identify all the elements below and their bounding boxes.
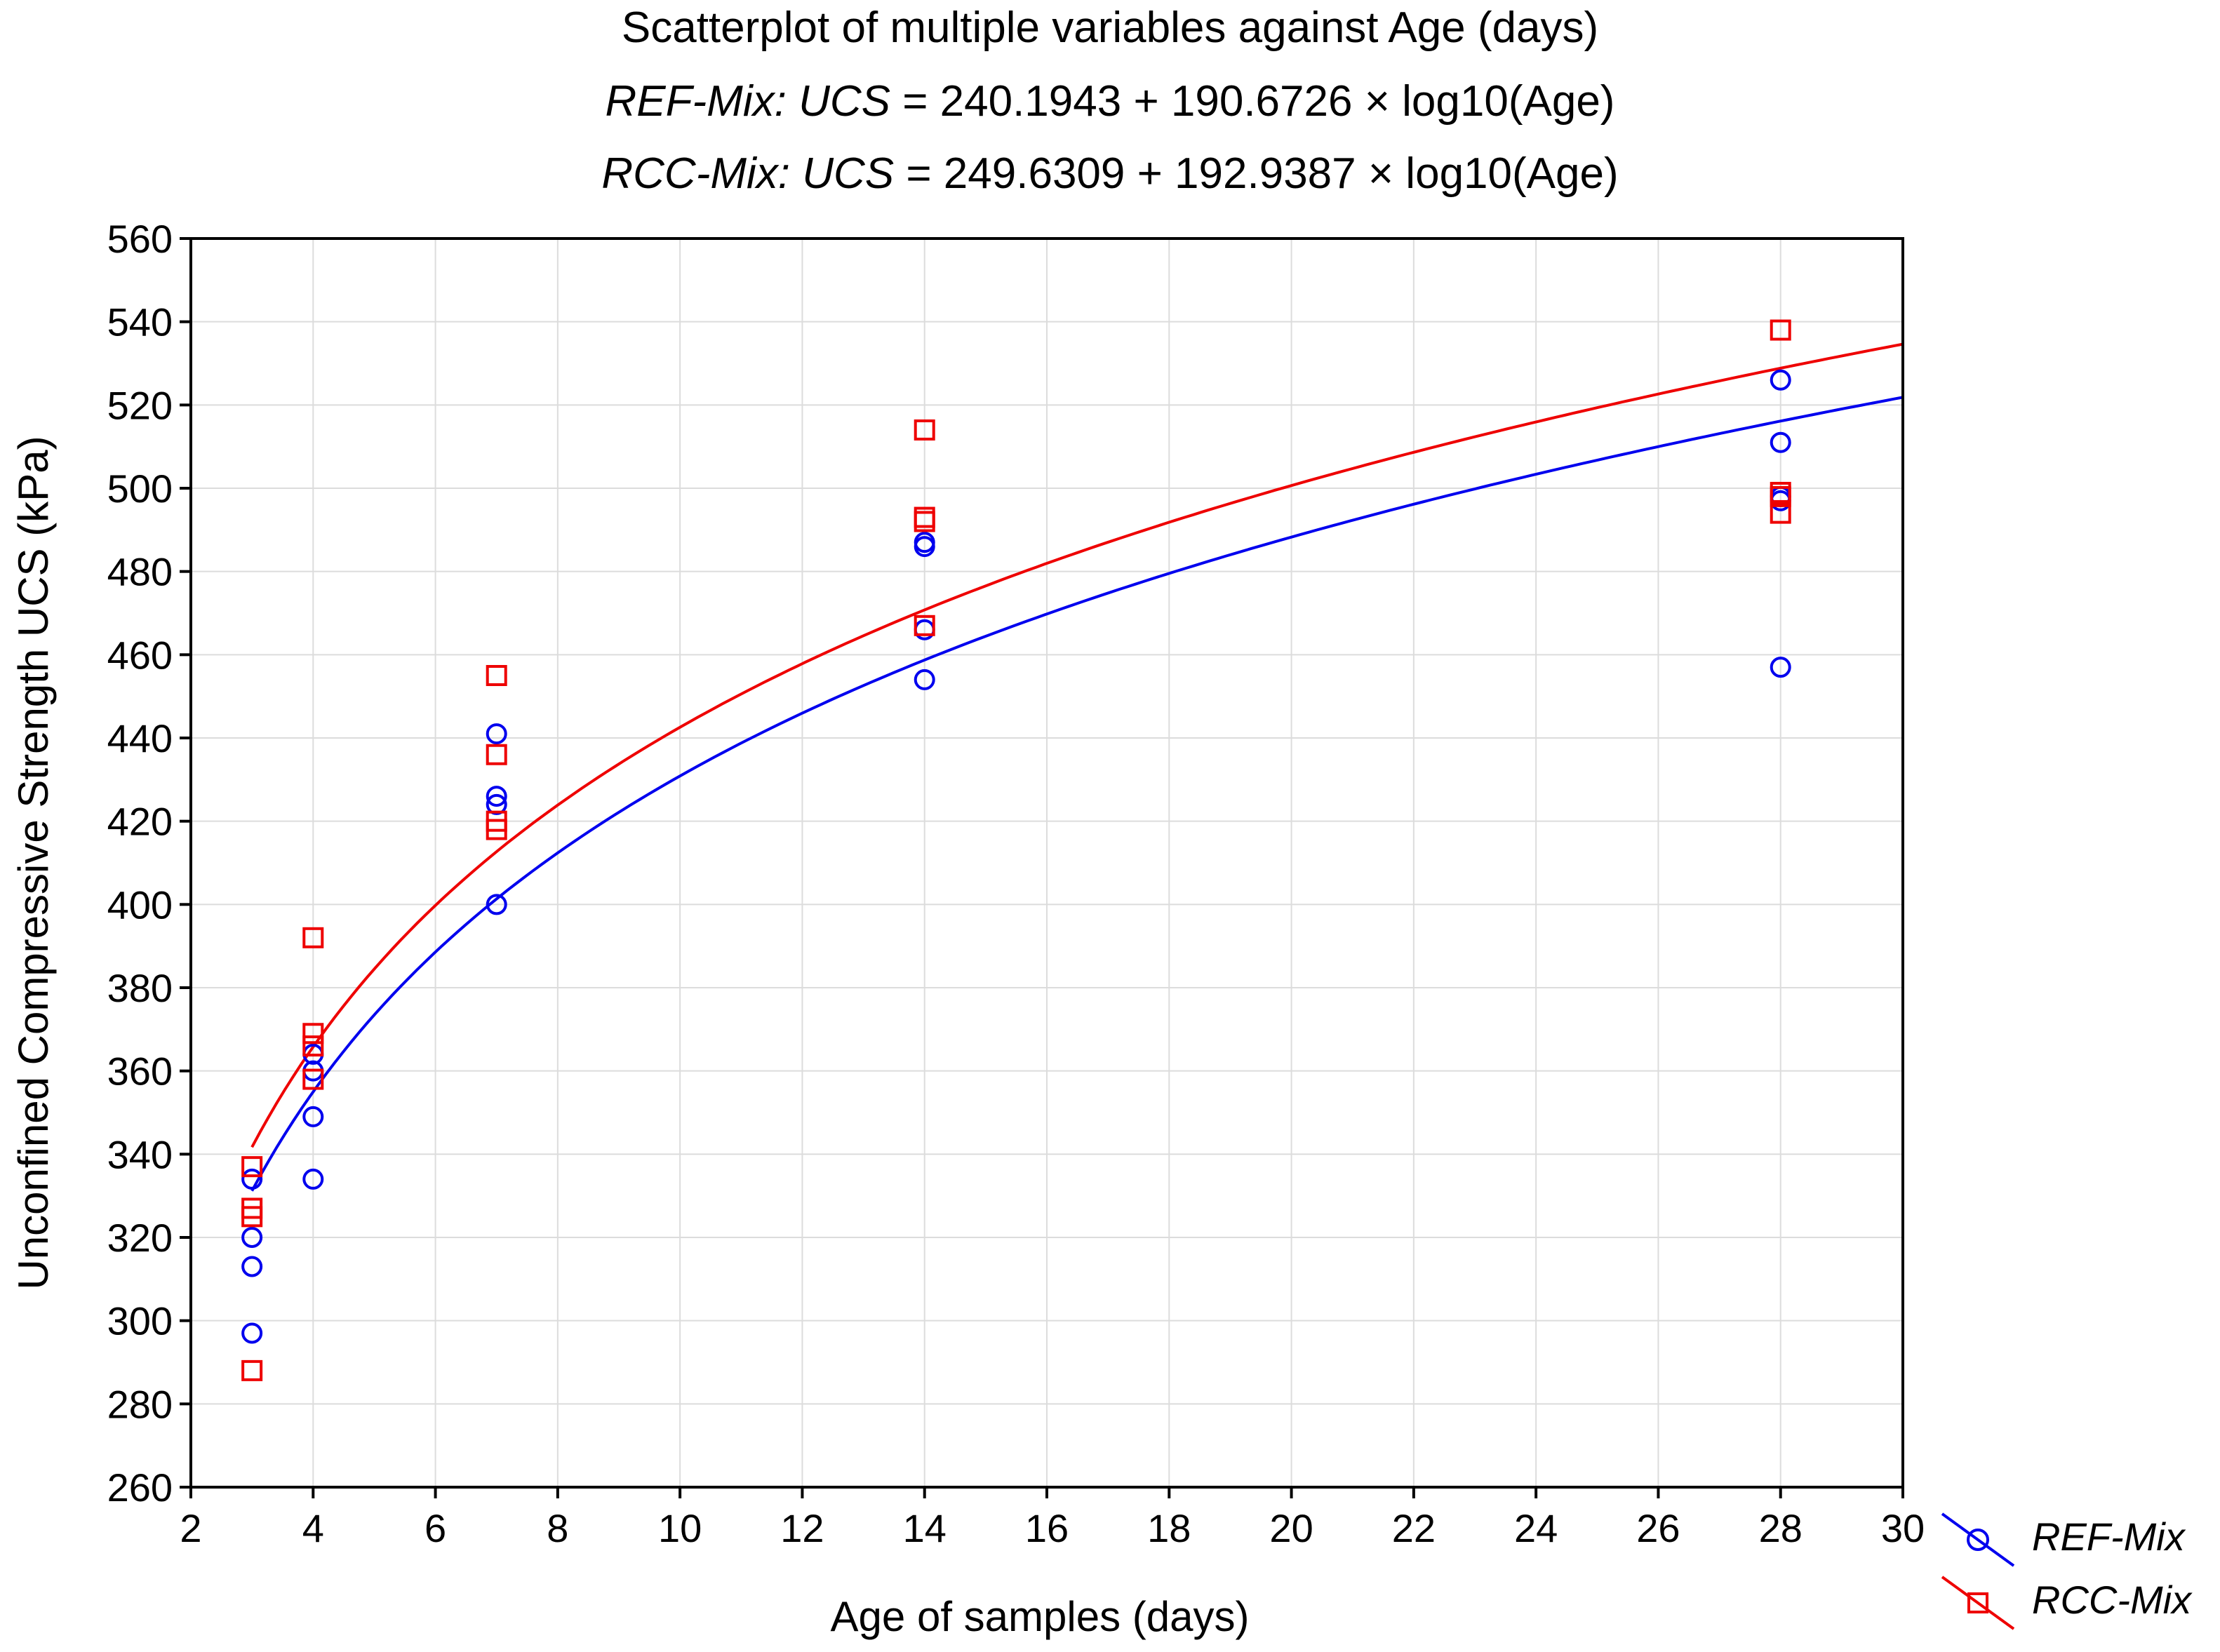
point-ref-mix-10 [486,793,507,815]
y-tick-label-460: 460 [107,633,173,677]
x-tick-label-16: 16 [1025,1506,1069,1550]
point-ref-mix-9 [486,786,507,807]
legend-ref-label: REF-Mix [2032,1515,2186,1559]
equation-ref-variable: UCS [798,77,890,126]
legend-rcc-line [1941,1576,2015,1630]
legend-item-rcc-mix: RCC-Mix [1941,1576,2193,1630]
x-tick-label-10: 10 [658,1506,702,1550]
equation-rcc-series: RCC-Mix: [601,149,790,198]
y-tick-label-440: 440 [107,716,173,760]
point-ref-mix-15 [914,669,935,690]
point-rcc-mix-12 [914,419,935,441]
equation-ref: REF-Mix: UCS = 240.1943 + 190.6726 × log… [606,77,1615,126]
point-ref-mix-1 [241,1227,263,1248]
point-rcc-mix-2 [241,1206,263,1228]
x-tick-label-12: 12 [780,1506,824,1550]
point-rcc-mix-5 [302,1023,324,1045]
legend-rcc-marker [1967,1592,1988,1613]
point-rcc-mix-18 [1770,485,1791,507]
x-tick-label-2: 2 [180,1506,201,1550]
x-tick-label-14: 14 [903,1506,947,1550]
x-tick-label-8: 8 [547,1506,568,1550]
y-tick-label-300: 300 [107,1299,173,1343]
equation-rcc-variable: UCS [802,149,894,198]
y-tick-label-480: 480 [107,550,173,594]
point-rcc-mix-14 [914,511,935,532]
point-rcc-mix-0 [241,1156,263,1178]
point-rcc-mix-16 [1770,319,1791,341]
y-tick-label-560: 560 [107,217,173,261]
x-tick-label-18: 18 [1147,1506,1191,1550]
point-rcc-mix-3 [241,1359,263,1381]
point-rcc-mix-7 [302,1068,324,1090]
y-tick-label-260: 260 [107,1465,173,1510]
x-tick-label-4: 4 [302,1506,324,1550]
fit-curve-ref-mix [250,396,1904,1192]
point-rcc-mix-19 [1770,502,1791,524]
point-ref-mix-0 [241,1168,263,1190]
chart-title: Scatterplot of multiple variables agains… [622,4,1598,52]
y-tick-label-420: 420 [107,800,173,844]
point-ref-mix-16 [1770,369,1791,391]
x-axis-ticks: 2 4 6 8 10 12 14 16 18 20 22 24 26 28 30 [180,1487,1925,1550]
x-tick-label-24: 24 [1514,1506,1558,1550]
y-tick-label-280: 280 [107,1382,173,1426]
equation-rcc: RCC-Mix: UCS = 249.6309 + 192.9387 × log… [601,149,1618,198]
grid [191,239,1903,1487]
fit-curves [250,342,1904,1192]
legend-ref-marker [1967,1529,1989,1551]
point-ref-mix-11 [486,894,507,915]
equation-ref-series: REF-Mix: [606,77,787,126]
point-ref-mix-6 [302,1106,324,1127]
x-tick-label-26: 26 [1636,1506,1680,1550]
point-rcc-mix-6 [302,1035,324,1057]
y-axis-ticks: 260 280 300 320 340 360 380 400 420 440 460 480 500 5… [107,217,191,1510]
y-axis-label: Unconfined Compressive Strength UCS (kPa… [10,436,57,1289]
point-ref-mix-20 [1770,657,1791,678]
y-tick-label-500: 500 [107,466,173,511]
x-tick-label-20: 20 [1269,1506,1313,1550]
point-rcc-mix-4 [302,927,324,948]
equation-rcc-rhs: = 249.6309 + 192.9387 × log10(Age) [894,149,1618,198]
y-tick-label-320: 320 [107,1216,173,1260]
x-tick-label-28: 28 [1759,1506,1803,1550]
y-tick-label-360: 360 [107,1049,173,1094]
y-tick-label-520: 520 [107,383,173,427]
y-tick-label-340: 340 [107,1132,173,1176]
point-rcc-mix-15 [914,615,935,636]
point-ref-mix-17 [1770,431,1791,453]
point-ref-mix-13 [914,536,935,558]
fit-curve-rcc-mix [250,342,1904,1148]
legend: REF-Mix RCC-Mix [1941,1512,2193,1630]
point-ref-mix-8 [486,723,507,745]
data-points [241,319,1791,1381]
legend-rcc-label: RCC-Mix [2032,1578,2193,1622]
point-ref-mix-2 [241,1256,263,1277]
x-tick-label-30: 30 [1881,1506,1925,1550]
x-tick-label-22: 22 [1392,1506,1436,1550]
x-axis-label: Age of samples (days) [831,1593,1250,1640]
legend-item-ref-mix: REF-Mix [1941,1512,2186,1567]
y-tick-label-400: 400 [107,882,173,927]
point-ref-mix-7 [302,1168,324,1190]
y-tick-label-380: 380 [107,966,173,1010]
equation-ref-rhs: = 240.1943 + 190.6726 × log10(Age) [890,77,1614,126]
x-tick-label-6: 6 [424,1506,446,1550]
point-rcc-mix-8 [486,665,507,686]
point-ref-mix-3 [241,1322,263,1344]
point-rcc-mix-9 [486,744,507,765]
y-tick-label-540: 540 [107,300,173,344]
point-rcc-mix-11 [486,819,507,840]
legend-ref-line [1941,1512,2015,1567]
